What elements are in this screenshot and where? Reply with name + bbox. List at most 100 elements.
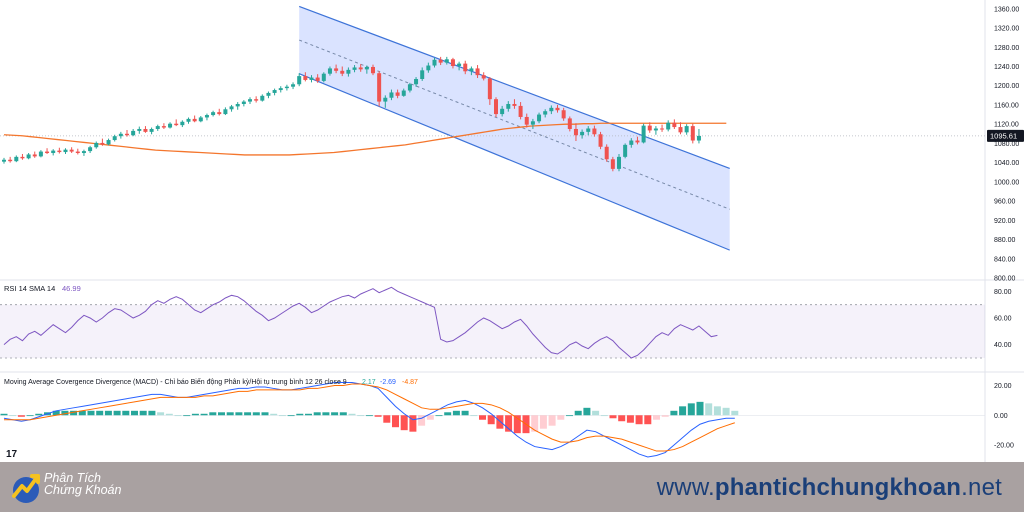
candle-body — [254, 99, 259, 101]
candle — [137, 126, 142, 134]
macd-histogram-bar — [183, 415, 191, 417]
macd-legend-value: 2.17 — [362, 379, 376, 386]
candle-body — [217, 112, 222, 115]
candle-body — [118, 133, 123, 137]
candle-body — [555, 107, 560, 111]
channel-mid-line — [299, 39, 730, 210]
candle-body — [272, 90, 277, 93]
candle-body — [371, 66, 375, 74]
candle-body — [469, 68, 474, 72]
candle — [690, 123, 695, 144]
candle — [401, 88, 406, 97]
candle-body — [660, 128, 665, 130]
candle — [241, 100, 246, 107]
candle-body — [457, 63, 462, 67]
candle-body — [94, 142, 99, 148]
candle-body — [518, 105, 523, 117]
candle-body — [63, 149, 68, 153]
candle-body — [340, 70, 345, 74]
candle-body — [38, 151, 43, 157]
candle-body — [278, 88, 283, 91]
macd-tick-label: 20.00 — [994, 383, 1012, 390]
candle-body — [174, 123, 179, 126]
candle-body — [586, 128, 591, 132]
candle — [426, 62, 431, 73]
candle-body — [143, 128, 148, 132]
candle-body — [14, 156, 19, 162]
candle-body — [678, 127, 683, 133]
price-tick-label: 1320.00 — [994, 26, 1019, 33]
candle — [75, 148, 80, 155]
macd-histogram-bar — [618, 415, 626, 422]
macd-histogram-bar — [296, 413, 304, 416]
tradingview-logo: 17 — [6, 449, 18, 460]
candle-body — [180, 121, 185, 126]
price-tick-label: 1360.00 — [994, 6, 1019, 13]
candle — [198, 116, 203, 123]
candle — [475, 65, 480, 79]
macd-histogram-bar — [452, 410, 460, 416]
macd-histogram-bar — [418, 415, 426, 426]
candle-body — [623, 144, 628, 157]
price-tick-label: 840.00 — [994, 256, 1016, 263]
candle — [487, 77, 492, 105]
candle-body — [88, 147, 93, 152]
macd-histogram-bar — [78, 410, 86, 416]
last-price-tag — [987, 129, 1024, 142]
macd-histogram-bar — [226, 412, 234, 416]
candle-body — [45, 151, 50, 154]
candle — [364, 65, 369, 74]
macd-histogram-bar — [26, 415, 34, 417]
candle-body — [561, 110, 566, 119]
url-domain: phantichchungkhoan — [714, 474, 962, 501]
candle — [407, 82, 412, 93]
candle-body — [530, 121, 535, 125]
candle-body — [284, 86, 289, 89]
candle — [592, 125, 597, 137]
macd-histogram-bar — [9, 415, 17, 417]
macd-histogram-bar — [409, 415, 417, 432]
candle — [192, 115, 197, 123]
candle-body — [81, 151, 86, 154]
candle-body — [321, 73, 326, 81]
candle-body — [684, 126, 689, 133]
macd-histogram-bar — [661, 415, 669, 417]
candle — [567, 116, 572, 132]
candle — [186, 117, 191, 124]
candle-body — [494, 99, 498, 115]
price-tick-label: 920.00 — [994, 218, 1016, 225]
candle-body — [248, 99, 252, 102]
candle-body — [125, 133, 129, 136]
macd-histogram-bar — [174, 415, 182, 417]
candle-body — [383, 97, 388, 102]
candle — [278, 86, 283, 93]
macd-histogram-bar — [35, 413, 43, 416]
candle — [131, 128, 136, 137]
url-suffix: .net — [961, 474, 1002, 501]
candle-body — [26, 154, 31, 159]
macd-legend: Moving Average Covergence Divergence (MA… — [4, 377, 347, 386]
candle — [346, 67, 351, 77]
candle-body — [161, 126, 166, 128]
candle-body — [450, 59, 455, 67]
candle-body — [567, 118, 572, 129]
candle-body — [364, 66, 369, 70]
channel-lower-line — [298, 73, 730, 251]
candle — [512, 99, 517, 109]
macd-histogram-bar — [17, 415, 25, 417]
candle — [45, 148, 50, 154]
site-url[interactable]: www.phantichchungkhoan.net — [657, 474, 1002, 502]
candle-body — [235, 103, 240, 107]
candle-body — [647, 125, 652, 131]
candle-body — [334, 68, 339, 71]
candle-body — [401, 90, 406, 96]
candle — [32, 151, 37, 158]
candle-body — [512, 103, 517, 106]
candle-body — [426, 65, 431, 71]
candle-body — [432, 59, 437, 66]
macd-histogram-bar — [505, 415, 513, 432]
candle — [69, 147, 74, 154]
macd-tick-label: -20.00 — [994, 443, 1014, 450]
candle — [38, 150, 43, 158]
candle-body — [8, 159, 13, 162]
